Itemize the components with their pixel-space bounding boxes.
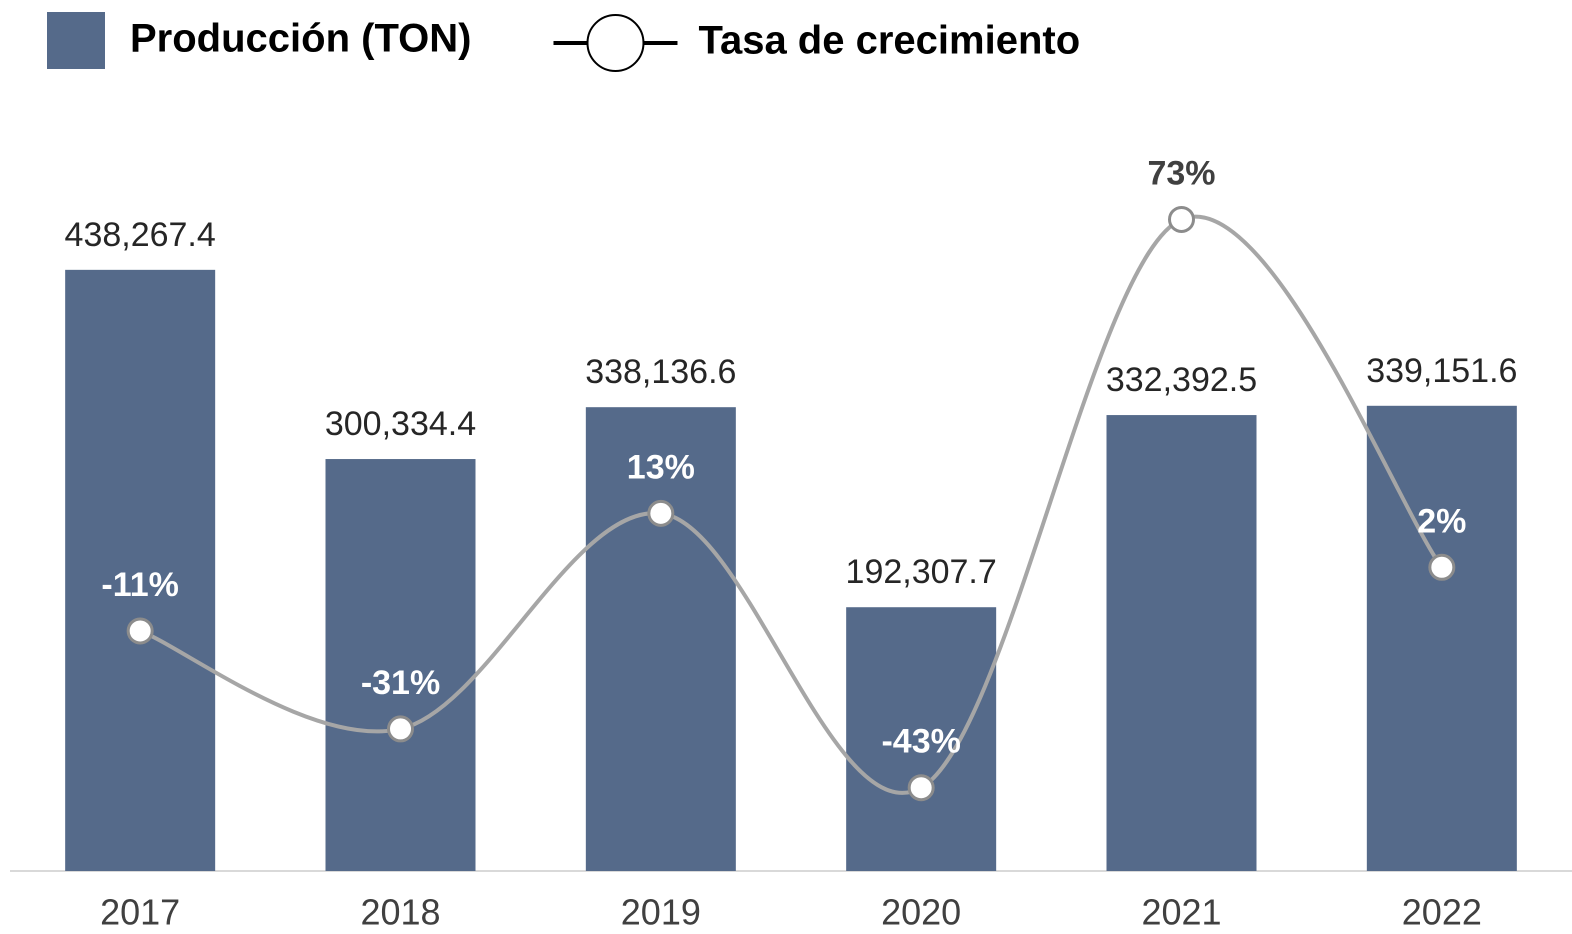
bar-value-label: 338,136.6 (585, 353, 736, 391)
line-marker (647, 499, 675, 527)
bar-value-label: 300,334.4 (325, 405, 476, 443)
x-tick-label: 2020 (881, 892, 961, 933)
bar (65, 269, 216, 871)
line-marker (1168, 205, 1195, 233)
legend-label: Tasa de crecimiento (698, 19, 1080, 63)
line-marker (387, 715, 414, 743)
bar-value-label: 438,267.4 (65, 216, 216, 254)
x-tick-label: 2019 (621, 892, 701, 933)
line-value-label: 2% (1417, 502, 1466, 540)
line-marker (907, 774, 935, 802)
legend-swatch (47, 12, 105, 69)
bar (325, 459, 476, 871)
line-value-label: -43% (881, 723, 960, 761)
line-value-label: -11% (101, 566, 179, 604)
bar (846, 607, 997, 871)
line-value-label: 13% (627, 448, 695, 486)
line-marker (1428, 553, 1456, 581)
line-value-label: 73% (1147, 154, 1215, 192)
x-tick-label: 2021 (1141, 892, 1221, 933)
bar (585, 407, 736, 871)
x-tick-label: 2022 (1402, 892, 1482, 933)
line-marker (126, 617, 154, 645)
bar-value-label: 192,307.7 (846, 553, 997, 591)
x-tick-label: 2017 (100, 892, 180, 933)
bar (1106, 415, 1257, 871)
legend-label: Producción (TON) (130, 17, 471, 61)
bar (1366, 405, 1517, 871)
bar-value-label: 339,151.6 (1366, 352, 1517, 390)
line-value-label: -31% (361, 664, 440, 702)
legend-marker (586, 14, 645, 72)
bar-value-label: 332,392.5 (1106, 361, 1257, 399)
x-tick-label: 2018 (360, 892, 440, 933)
